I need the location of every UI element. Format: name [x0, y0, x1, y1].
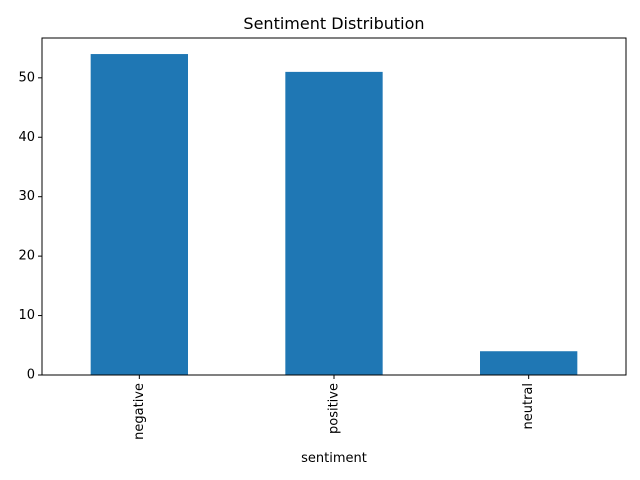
x-tick-label: negative: [132, 383, 147, 440]
x-tick-label: positive: [327, 383, 342, 434]
y-tick-label: 30: [18, 189, 35, 204]
y-axis-ticks: 0 10 20 30 40 50: [18, 70, 42, 383]
y-tick-label: 20: [18, 249, 35, 264]
chart-title: Sentiment Distribution: [243, 14, 424, 33]
x-axis-ticks: negative positive neutral: [132, 375, 536, 440]
bar-positive: [285, 71, 383, 375]
y-tick-label: 50: [18, 70, 35, 85]
bar-neutral: [480, 351, 578, 375]
plot-frame: [41, 37, 627, 376]
bar-negative: [90, 54, 188, 376]
y-tick-label: 40: [18, 130, 35, 145]
y-tick-label: 10: [18, 308, 35, 323]
y-tick-label: 0: [27, 368, 35, 383]
x-axis-label: sentiment: [301, 451, 367, 466]
bars-group: [90, 54, 578, 376]
x-tick-label: neutral: [521, 383, 536, 430]
